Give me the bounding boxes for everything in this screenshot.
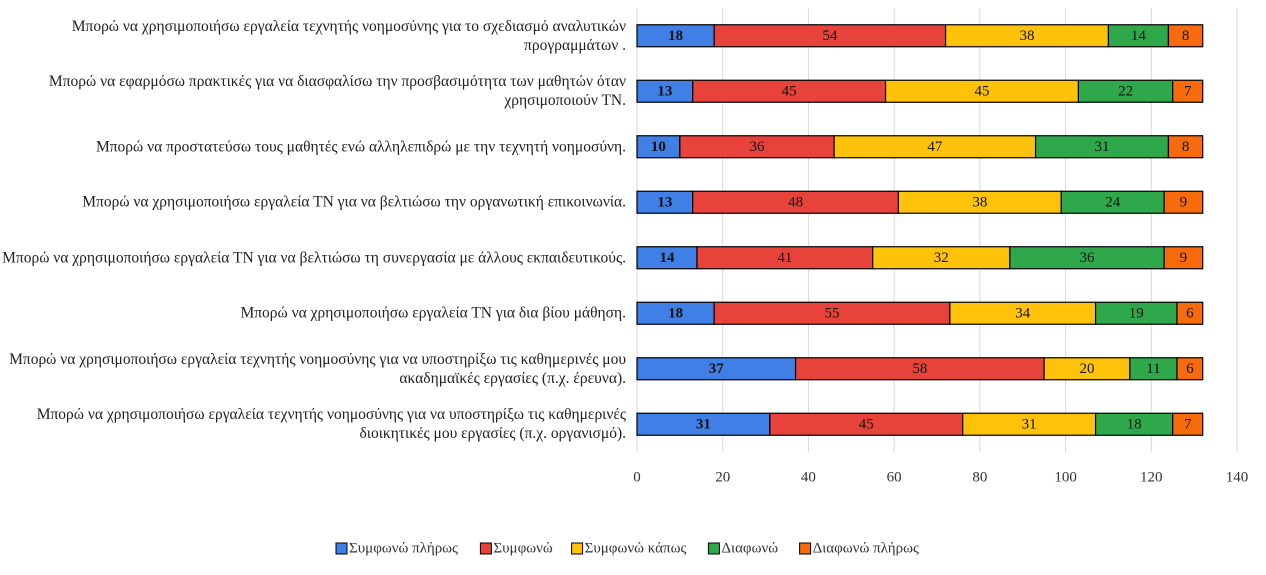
legend-label: Συμφωνώ πλήρως [349,540,458,556]
y-tick-label: Μπορώ να χρησιμοποιήσω εργαλεία τεχνητής… [36,406,626,443]
data-label: 32 [934,250,949,266]
data-label: 31 [1022,417,1037,433]
data-label: 14 [660,250,676,266]
x-tick-label: 20 [715,469,730,485]
x-tick-label: 80 [972,469,987,485]
bar-segment [1167,24,1204,48]
data-label: 31 [1095,139,1110,155]
x-tick-label: 100 [1054,469,1077,485]
bar-segment [1163,190,1204,214]
data-label: 8 [1182,28,1190,44]
data-label: 47 [927,139,943,155]
data-label: 7 [1184,417,1192,433]
data-label: 55 [825,306,840,322]
x-tick-label: 40 [801,469,816,485]
data-label: 8 [1182,139,1190,155]
data-label: 18 [668,28,683,44]
y-tick-label: Μπορώ να χρησιμοποιήσω εργαλεία ΤΝ για ν… [2,249,626,267]
y-tick-label: Μπορώ να χρησιμοποιήσω εργαλεία ΤΝ για ν… [82,193,626,211]
data-label: 54 [822,28,838,44]
data-label: 45 [782,84,797,100]
data-label: 13 [657,195,672,211]
legend-swatch [571,542,584,555]
data-label: 19 [1129,306,1144,322]
legend-swatch [335,542,348,555]
legend-label: Συμφωνώ κάπως [585,540,687,556]
legend-swatch [479,542,492,555]
data-label: 6 [1186,361,1194,377]
data-label: 13 [657,84,672,100]
bar-segment [1172,79,1204,103]
x-tick-label: 0 [633,469,641,485]
x-tick-label: 120 [1140,469,1163,485]
y-tick-label: Μπορώ να προστατεύσω τους μαθητές ενώ αλ… [95,138,626,156]
data-label: 38 [972,195,987,211]
data-label: 34 [1015,306,1031,322]
data-label: 18 [668,306,683,322]
bar-segment [1176,357,1204,381]
data-label: 22 [1118,84,1133,100]
legend-swatch [707,542,720,555]
y-tick-label: Μπορώ να χρησιμοποιήσω εργαλεία τεχνητής… [9,350,626,387]
data-label: 7 [1184,84,1192,100]
data-label: 36 [1080,250,1096,266]
data-label: 14 [1131,28,1147,44]
data-label: 36 [750,139,766,155]
data-label: 48 [788,195,803,211]
data-label: 45 [859,417,874,433]
legend-swatch [799,542,812,555]
data-label: 41 [777,250,792,266]
data-label: 9 [1180,195,1188,211]
x-tick-label: 140 [1226,469,1249,485]
legend-label: Διαφωνώ [721,540,778,556]
bar-segment [1163,246,1204,270]
data-label: 38 [1020,28,1035,44]
y-tick-label: Μπορώ να εφαρμόσω πρακτικές για να διασφ… [48,73,626,110]
y-tick-label: Μπορώ να χρησιμοποιήσω εργαλεία ΤΝ για δ… [240,304,626,322]
x-tick-label: 60 [887,469,902,485]
data-label: 24 [1105,195,1121,211]
legend-label: Συμφωνώ [493,540,553,556]
data-label: 37 [709,361,725,377]
data-label: 58 [912,361,927,377]
data-label: 11 [1146,361,1160,377]
data-label: 45 [975,84,990,100]
bar-segment [1176,301,1204,325]
bar-segment [1172,412,1204,436]
legend-label: Διαφωνώ πλήρως [813,540,919,556]
data-label: 20 [1080,361,1095,377]
data-label: 10 [651,139,666,155]
y-tick-label: Μπορώ να χρησιμοποιήσω εργαλεία τεχνητής… [71,17,626,54]
data-label: 6 [1186,306,1194,322]
data-label: 18 [1127,417,1142,433]
data-label: 31 [696,417,711,433]
bar-segment [1167,135,1204,159]
data-label: 9 [1180,250,1188,266]
